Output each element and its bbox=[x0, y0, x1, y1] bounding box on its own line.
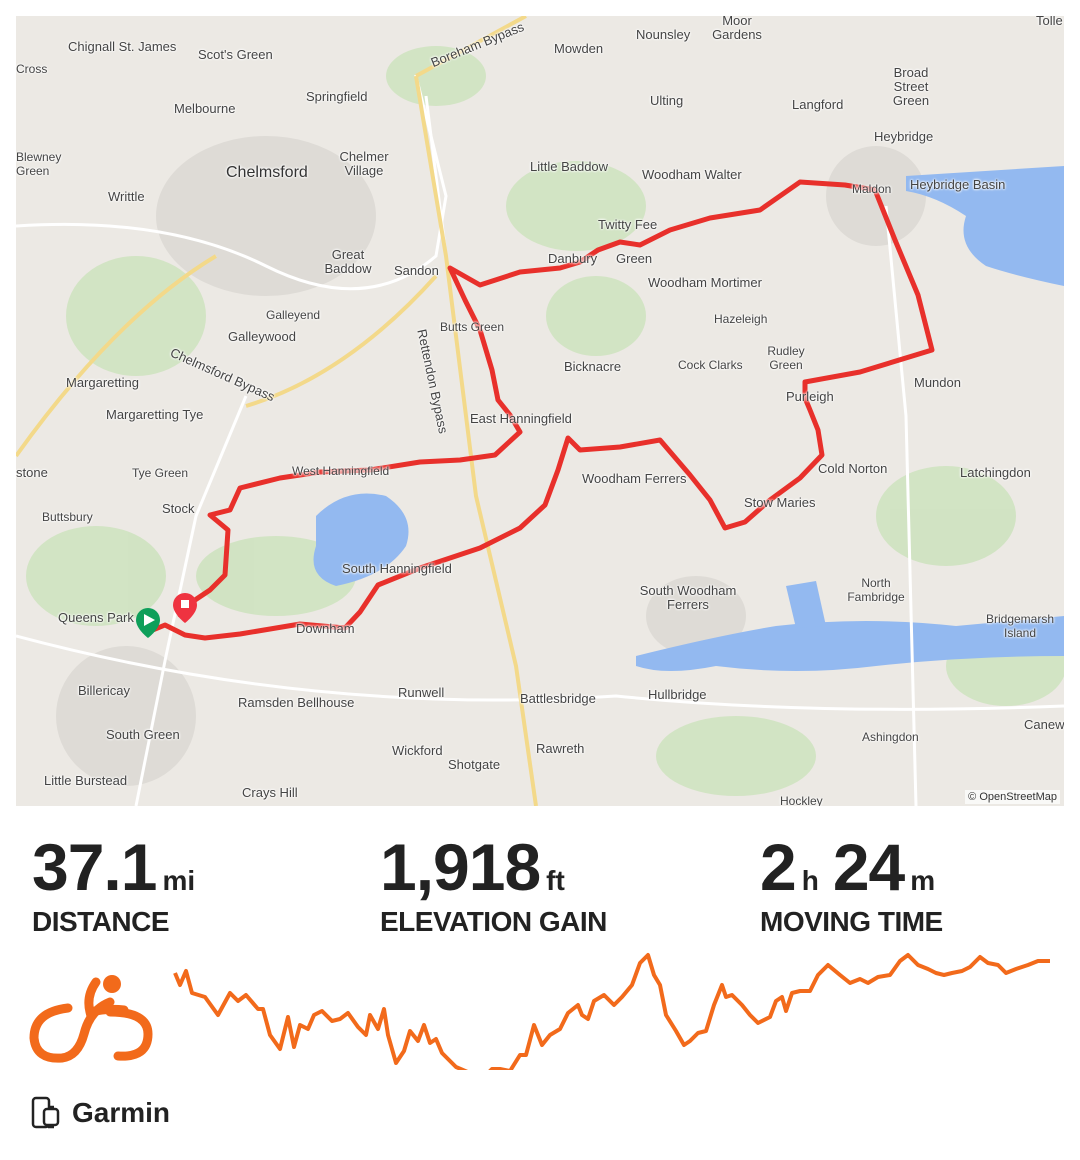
hours-unit: h bbox=[801, 865, 819, 896]
end-marker[interactable] bbox=[173, 593, 197, 623]
map-label: Hullbridge bbox=[648, 687, 707, 702]
map-label: Heybridge bbox=[874, 129, 934, 144]
map-label: South Woodham Ferrers bbox=[639, 583, 737, 612]
map-label: Sandon bbox=[394, 263, 439, 278]
minutes-unit: m bbox=[910, 865, 936, 896]
elevation-unit: ft bbox=[546, 865, 565, 896]
map-base bbox=[16, 16, 1064, 806]
map-label: Heybridge Basin bbox=[910, 177, 1006, 192]
map-label: Broad Street Green bbox=[892, 65, 930, 108]
map-label: Shotgate bbox=[448, 757, 501, 772]
map-label: Buttsbury bbox=[42, 510, 93, 524]
map-label: Margaretting bbox=[66, 375, 139, 390]
map-label: Twitty Fee bbox=[598, 217, 658, 232]
distance-label: DISTANCE bbox=[32, 906, 170, 937]
map-label: Woodham Mortimer bbox=[648, 275, 762, 290]
map-label: Bridgemarsh Island bbox=[985, 612, 1055, 640]
map-label: Billericay bbox=[78, 683, 131, 698]
map-label: Chelmer Village bbox=[339, 149, 389, 178]
map-label: Cold Norton bbox=[818, 461, 888, 476]
map-label: Moor Gardens bbox=[712, 16, 762, 42]
map-label: Maldon bbox=[852, 182, 892, 196]
map-label: Cross bbox=[16, 62, 48, 76]
map-label: Langford bbox=[792, 97, 844, 112]
map-label: Writtle bbox=[108, 189, 145, 204]
map-label: Stow Maries bbox=[744, 495, 816, 510]
map-label: Green bbox=[616, 251, 653, 266]
distance-unit: mi bbox=[162, 865, 196, 896]
urban-areas bbox=[56, 136, 926, 786]
map-label: Latchingdon bbox=[960, 465, 1031, 480]
map-label: stone bbox=[16, 465, 48, 480]
map-label: Ulting bbox=[650, 93, 684, 108]
map-label: Crays Hill bbox=[242, 785, 298, 800]
map-label: Scot's Green bbox=[198, 47, 273, 62]
map-label: Springfield bbox=[306, 89, 368, 104]
minutes-value: 24 bbox=[832, 830, 905, 904]
stat-distance: 37.1 mi DISTANCE bbox=[32, 832, 195, 938]
elevation-value: 1,918 bbox=[380, 830, 541, 904]
device-info: Garmin bbox=[30, 1096, 170, 1130]
distance-value: 37.1 bbox=[32, 830, 157, 904]
map-label: Butts Green bbox=[440, 320, 505, 334]
map-label: Mowden bbox=[554, 41, 604, 56]
water bbox=[313, 166, 1064, 671]
stat-moving-time: 2 h 24 m MOVING TIME bbox=[760, 832, 943, 938]
map-label: West Hanningfield bbox=[292, 464, 390, 478]
map-label: Galleywood bbox=[228, 329, 296, 344]
route-map[interactable]: Chignall St. James Scot's Green Springfi… bbox=[16, 16, 1064, 806]
map-label: Ashingdon bbox=[862, 730, 919, 744]
map-label: Tolle bbox=[1036, 16, 1063, 28]
map-label: East Hanningfield bbox=[470, 411, 572, 426]
map-label: Runwell bbox=[398, 685, 445, 700]
map-label: Purleigh bbox=[786, 389, 834, 404]
stat-elevation: 1,918 ft ELEVATION GAIN bbox=[380, 832, 607, 938]
elevation-line bbox=[173, 953, 1050, 1070]
map-label: Queens Park bbox=[58, 610, 134, 625]
map-label: Wickford bbox=[392, 743, 443, 758]
map-label: Woodham Ferrers bbox=[582, 471, 687, 486]
map-label: Ramsden Bellhouse bbox=[238, 695, 355, 710]
hours-value: 2 bbox=[760, 830, 797, 904]
map-label: Blewney Green bbox=[16, 150, 62, 178]
map-label: Woodham Walter bbox=[642, 167, 742, 182]
map-label: Rawreth bbox=[536, 741, 585, 756]
map-label: Danbury bbox=[548, 251, 598, 266]
map-label: Cock Clarks bbox=[678, 358, 743, 372]
map-attribution[interactable]: © OpenStreetMap bbox=[965, 790, 1060, 804]
map-label: North Fambridge bbox=[847, 576, 905, 604]
moving-time-label: MOVING TIME bbox=[760, 906, 943, 937]
map-label: Battlesbridge bbox=[520, 691, 596, 706]
elevation-label: ELEVATION GAIN bbox=[380, 906, 607, 937]
map-label: Mundon bbox=[914, 375, 961, 390]
major-roads bbox=[16, 16, 538, 806]
map-label: Chignall St. James bbox=[68, 39, 177, 54]
map-label: Galleyend bbox=[266, 308, 321, 322]
map-label: Hockley bbox=[780, 794, 823, 806]
map-label: Margaretting Tye bbox=[106, 407, 204, 422]
phone-watch-icon bbox=[31, 1096, 60, 1129]
map-label: Tye Green bbox=[132, 466, 189, 480]
map-label: South Hanningfield bbox=[342, 561, 452, 576]
map-label: Downham bbox=[296, 621, 355, 636]
map-label: Great Baddow bbox=[324, 247, 372, 276]
map-label: Rudley Green bbox=[767, 344, 805, 372]
elevation-profile bbox=[173, 953, 1050, 1070]
start-marker[interactable] bbox=[136, 608, 160, 638]
route-line bbox=[145, 179, 935, 641]
map-label: Little Baddow bbox=[530, 159, 609, 174]
map-label: Stock bbox=[162, 501, 195, 516]
map-label: Canewd bbox=[1024, 717, 1064, 732]
map-label: Nounsley bbox=[636, 27, 691, 42]
map-label: South Green bbox=[106, 727, 180, 742]
map-label: Hazeleigh bbox=[714, 312, 768, 326]
map-label: Melbourne bbox=[174, 101, 236, 116]
cycling-icon bbox=[29, 975, 153, 1063]
device-name: Garmin bbox=[72, 1097, 171, 1128]
map-label: Chelmsford bbox=[226, 164, 308, 181]
map-label: Bicknacre bbox=[564, 359, 622, 374]
map-label: Little Burstead bbox=[44, 773, 128, 788]
